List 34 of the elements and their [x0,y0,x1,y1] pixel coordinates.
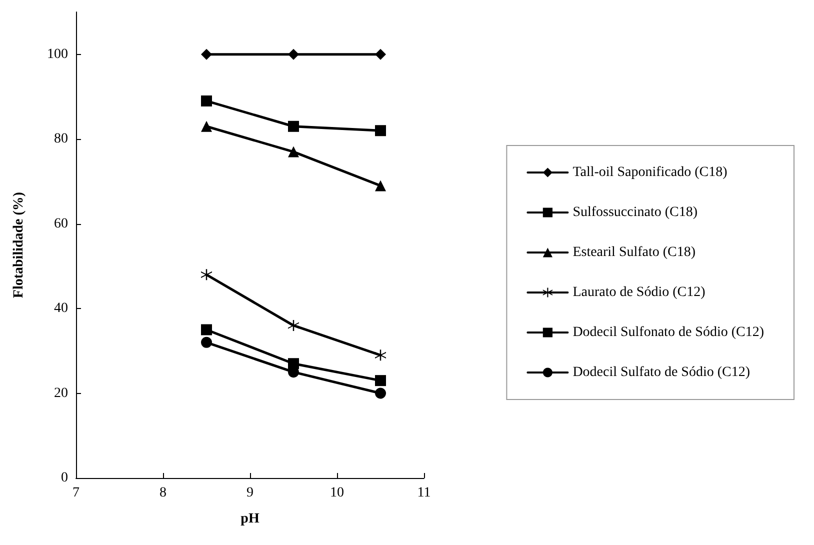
x-tick-label: 8 [160,486,166,500]
point [201,336,212,348]
point [375,125,386,136]
legend-label: Dodecil Sulfato de Sódio (C12) [572,365,750,380]
x-axis-title: pH [240,512,260,526]
y-axis-title: Flotabilidade (%) [12,192,26,298]
y-tick-label: 60 [54,216,68,232]
legend-label: Sulfossuccinato (C18) [572,205,698,220]
point [375,180,386,192]
y-tick-label: 20 [54,386,68,401]
y-tick-label: 0 [61,470,68,486]
x-tick-label: 11 [417,486,431,500]
x-tick-label: 10 [330,486,344,500]
point [375,388,386,399]
point [201,269,212,280]
y-tick-label: 40 [54,301,68,316]
point [375,48,386,60]
legend-label: Laurato de Sódio (C12) [572,285,706,300]
point [201,120,212,132]
x-tick-label: 7 [72,486,80,500]
point [201,324,212,336]
point [288,120,299,132]
legend-label: Tall-oil Saponificado (C18) [572,165,728,180]
legend-label: Dodecil Sulfonato de Sódio (C12) [572,325,764,340]
point [201,48,212,60]
point [288,146,299,158]
point [375,350,386,361]
x-tick-label: 9 [246,486,254,500]
legend-label: Estearil Sulfato (C18) [572,245,696,260]
y-tick-label: 80 [54,132,68,147]
point [288,48,299,60]
point [375,375,386,386]
point [201,95,212,106]
y-tick-label: 100 [47,46,68,62]
